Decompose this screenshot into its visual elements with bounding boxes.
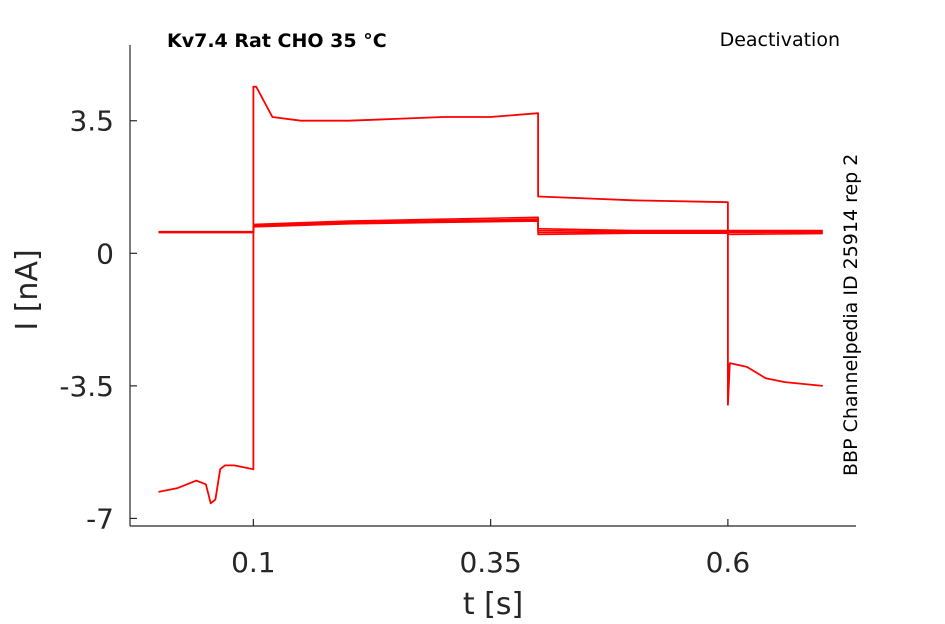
chart-title: Kv7.4 Rat CHO 35 °C <box>167 30 387 52</box>
trace-line-5 <box>158 220 823 236</box>
side-note: BBP Channelpedia ID 25914 rep 2 <box>840 154 862 476</box>
x-tick-label: 0.6 <box>706 546 751 579</box>
x-tick-label: 0.1 <box>231 546 276 579</box>
traces <box>158 85 823 505</box>
chart-subtitle: Deactivation <box>720 29 840 51</box>
y-tick-label: -3.5 <box>59 370 114 403</box>
trace-line-1 <box>158 85 823 505</box>
x-axis-label: t [s] <box>463 587 523 622</box>
y-tick-label: 0 <box>96 237 114 270</box>
y-tick-label: -7 <box>86 502 114 535</box>
axes <box>129 45 856 527</box>
y-axis-label: I [nA] <box>10 249 45 330</box>
y-tick-label: 3.5 <box>69 105 114 138</box>
x-tick-label: 0.35 <box>459 546 521 579</box>
